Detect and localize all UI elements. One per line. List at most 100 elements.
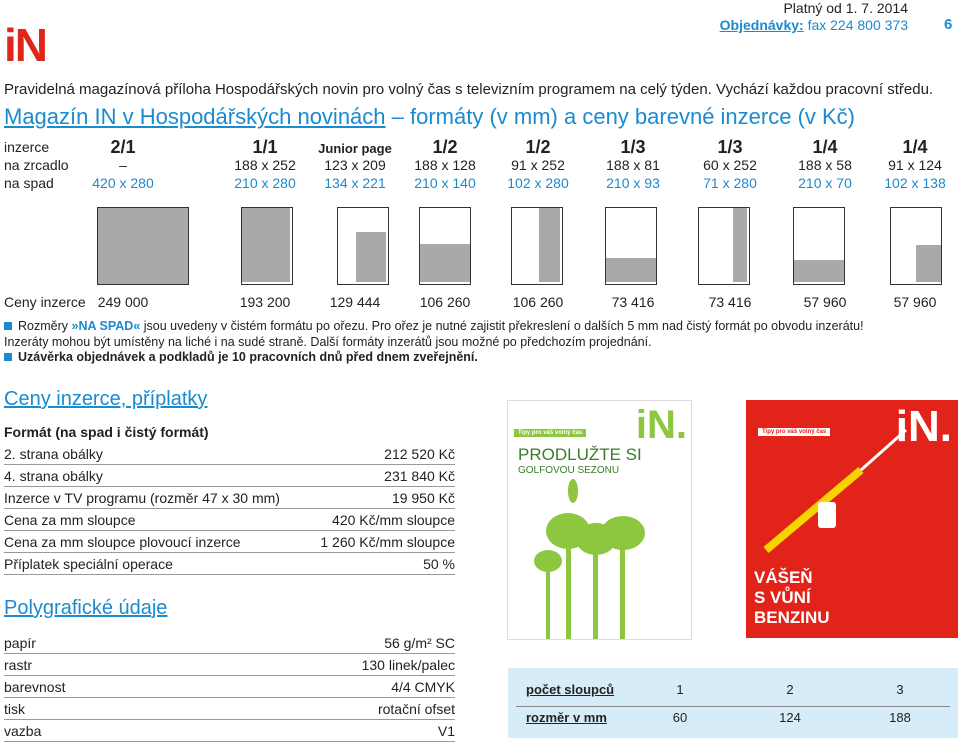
format-price: 106 260 — [512, 294, 564, 310]
format-price: 57 960 — [803, 294, 847, 310]
format-thumbnail — [511, 207, 563, 285]
format-price: 73 416 — [708, 294, 752, 310]
format-thumbnail — [337, 207, 389, 285]
format-price: 73 416 — [611, 294, 655, 310]
heading-link: Magazín IN v Hospodářských novinách — [4, 104, 386, 129]
cell-value: 1 — [676, 682, 684, 697]
format-bleed: 210 x 280 — [234, 175, 296, 191]
format-name: 1/2 — [432, 137, 458, 157]
row-label: Cena za mm sloupce — [4, 512, 136, 528]
cover: Tipy pro váš volný čas iN. VÁŠEŇ S VŮNÍ … — [746, 400, 958, 638]
format-price: 249 000 — [97, 294, 149, 310]
table-row: papír 56 g/m² SC — [4, 632, 455, 654]
table-row: vazba V1 — [4, 720, 455, 742]
row-value: 50 % — [423, 556, 455, 572]
cover-logo: iN. — [895, 402, 952, 451]
note-highlight: »NA SPAD« — [71, 319, 141, 333]
bullet — [4, 353, 12, 361]
page-number: 6 — [944, 16, 953, 33]
format-name: Junior page — [318, 141, 392, 156]
cover-headline: PRODLUŽTE SI — [518, 445, 642, 464]
format-price: 129 444 — [329, 294, 381, 310]
cover-tagline: Tipy pro váš volný čas — [758, 428, 831, 436]
row-label: 2. strana obálky — [4, 446, 103, 462]
format-thumbnail — [241, 207, 293, 285]
thumbnail-area — [916, 245, 941, 282]
cover-subline: GOLFOVOU SEZONU — [518, 465, 620, 476]
cell-value: 60 — [672, 710, 688, 725]
cover-headline: VÁŠEŇ S VŮNÍ BENZINU — [754, 568, 830, 628]
format-name: 1/4 — [812, 137, 838, 157]
headline-line: BENZINU — [754, 608, 830, 627]
format-thumbnail — [605, 207, 657, 285]
cell-value: 124 — [779, 710, 801, 725]
order-label: Objednávky: — [719, 17, 804, 33]
format-price: 106 260 — [419, 294, 471, 310]
format-mirror: 188 x 128 — [414, 157, 476, 173]
row-label: barevnost — [4, 679, 66, 695]
row-label: rastr — [4, 657, 32, 673]
valid-from: Platný od 1. 7. 2014 — [783, 0, 908, 16]
format-thumbnail — [419, 207, 471, 285]
format-name: 1/2 — [525, 137, 551, 157]
row-value: 19 950 Kč — [391, 490, 455, 506]
columns-table: počet sloupců 1 2 3 rozměr v mm 60 124 188 — [508, 668, 958, 738]
format-name: 2/1 — [110, 137, 136, 157]
row-value: V1 — [437, 723, 455, 739]
table-row: Cena za mm sloupce 420 Kč/mm sloupce — [4, 509, 455, 531]
row-label: papír — [4, 635, 36, 651]
table-row: tisk rotační ofset — [4, 698, 455, 720]
format-mirror: 188 x 252 — [234, 157, 296, 173]
cover-tagline: Tipy pro váš volný čas — [514, 429, 587, 437]
thumbnail-area — [606, 258, 656, 282]
row-label: Příplatek speciální operace — [4, 556, 173, 572]
row-value: 231 840 Kč — [384, 468, 455, 484]
format-name: 1/1 — [252, 137, 278, 157]
row-value: 130 linek/palec — [361, 657, 455, 673]
cell-value: 188 — [889, 710, 911, 725]
cell-label: počet sloupců — [526, 682, 615, 697]
row-label: Cena za mm sloupce plovoucí inzerce — [4, 534, 241, 550]
note-text: jsou uvedeny v čistém formátu po ořezu. … — [143, 319, 864, 333]
format-name: 1/3 — [717, 137, 743, 157]
table-row: 4. strana obálky 231 840 Kč — [4, 465, 455, 487]
note-1: Rozměry »NA SPAD« jsou uvedeny v čistém … — [4, 319, 864, 333]
row-value: 56 g/m² SC — [384, 635, 455, 651]
format-bleed: 134 x 221 — [324, 175, 386, 191]
table-row: barevnost 4/4 CMYK — [4, 676, 455, 698]
section-title: Ceny inzerce, příplatky — [4, 388, 208, 410]
heading: Magazín IN v Hospodářských novinách – fo… — [4, 104, 855, 130]
cell-label: rozměr v mm — [526, 710, 607, 725]
format-thumbnail — [97, 207, 189, 285]
format-mirror: 91 x 252 — [511, 157, 565, 173]
cover-illustration — [763, 428, 907, 554]
format-bleed: 210 x 93 — [606, 175, 660, 191]
table-row: rastr 130 linek/palec — [4, 654, 455, 676]
row-value: 1 260 Kč/mm sloupce — [320, 534, 455, 550]
format-bleed: 102 x 280 — [507, 175, 569, 191]
format-mirror: 91 x 124 — [888, 157, 942, 173]
table-row: Inzerce v TV programu (rozměr 47 x 30 mm… — [4, 487, 455, 509]
order-line: Objednávky: fax 224 800 373 — [720, 17, 908, 33]
thumbnail-area — [98, 208, 188, 284]
row-label: vazba — [4, 723, 42, 739]
format-name: 1/3 — [620, 137, 646, 157]
cell-value: 2 — [786, 682, 794, 697]
cover: Tipy pro váš volný čas iN. PRODLUŽTE SI … — [507, 400, 692, 640]
section-subtitle: Formát (na spad i čistý formát) — [4, 424, 209, 440]
headline-line: S VŮNÍ — [754, 588, 811, 607]
format-bleed: 71 x 280 — [703, 175, 757, 191]
format-price: 193 200 — [239, 294, 291, 310]
row-label: na zrcadlo — [4, 157, 69, 173]
row-value: 420 Kč/mm sloupce — [332, 512, 455, 528]
cell-value: 3 — [896, 682, 904, 697]
format-thumbnail — [698, 207, 750, 285]
row-label: Inzerce v TV programu (rozměr 47 x 30 mm… — [4, 490, 280, 506]
table-row: Příplatek speciální operace 50 % — [4, 553, 455, 575]
row-label: 4. strana obálky — [4, 468, 103, 484]
row-label: tisk — [4, 701, 25, 717]
row-value: 212 520 Kč — [384, 446, 455, 462]
thumbnail-area — [794, 260, 844, 282]
heading-rest: – formáty (v mm) a ceny barevné inzerce … — [391, 104, 856, 129]
